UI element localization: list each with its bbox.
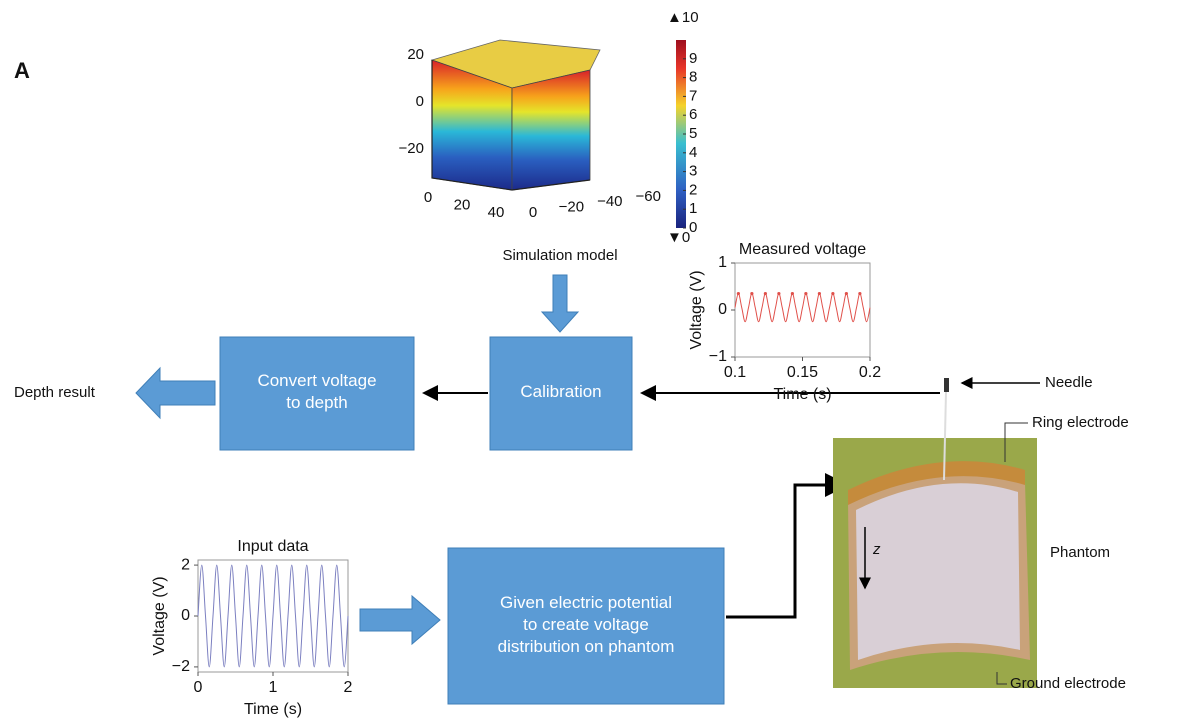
y-axis-label: Voltage (V) bbox=[688, 270, 705, 349]
tick-label: 40 bbox=[488, 204, 505, 221]
result-arrow bbox=[135, 366, 216, 420]
depth-result: Depth result bbox=[14, 384, 96, 401]
peak-marker bbox=[750, 291, 754, 296]
colorbar-label: 4 bbox=[689, 144, 697, 161]
peak-marker bbox=[831, 291, 835, 296]
y-tick-label: 0 bbox=[718, 301, 727, 318]
tick-label: −40 bbox=[597, 193, 622, 210]
colorbar bbox=[676, 40, 686, 228]
x-tick-label: 0.1 bbox=[724, 364, 746, 381]
peak-marker bbox=[844, 291, 848, 296]
colorbar-label: 7 bbox=[689, 87, 697, 104]
y-tick-label: 2 bbox=[181, 556, 190, 573]
needle-label: Needle bbox=[1045, 374, 1093, 391]
y-tick-label: 0 bbox=[181, 607, 190, 624]
ground-label: Ground electrode bbox=[1010, 675, 1126, 692]
pointer bbox=[996, 672, 1007, 685]
peak-marker bbox=[817, 291, 821, 296]
peak-marker bbox=[763, 291, 767, 296]
tick-label: 20 bbox=[407, 46, 424, 63]
x-tick-label: 1 bbox=[269, 679, 278, 696]
peak-marker bbox=[804, 291, 808, 296]
tick-label: −60 bbox=[635, 188, 660, 205]
y-axis-label: Voltage (V) bbox=[151, 576, 168, 655]
tick-label: 0 bbox=[424, 189, 432, 206]
colorbar-label: 1 bbox=[689, 200, 697, 217]
ring-label: Ring electrode bbox=[1032, 414, 1129, 431]
input-arrow bbox=[359, 594, 441, 646]
simulation-plot bbox=[430, 39, 601, 191]
phantom-photo bbox=[833, 378, 1037, 688]
tick-label: −20 bbox=[399, 140, 424, 157]
chart-title: Input data bbox=[237, 538, 308, 555]
z-label: z bbox=[872, 541, 881, 558]
series-line bbox=[734, 293, 871, 323]
peak-marker bbox=[790, 291, 794, 296]
colorbar-label: 0 bbox=[689, 219, 697, 236]
series-line bbox=[197, 564, 349, 668]
tick-label: 0 bbox=[529, 204, 537, 221]
x-tick-label: 0.2 bbox=[859, 364, 881, 381]
y-tick-label: −1 bbox=[709, 348, 727, 365]
phantom-label: Phantom bbox=[1050, 544, 1110, 561]
peak-marker bbox=[777, 291, 781, 296]
colorbar-label: 5 bbox=[689, 125, 697, 142]
y-tick-label: −2 bbox=[172, 658, 190, 675]
colorbar-end: ▼0 bbox=[667, 229, 690, 246]
convert-box: Convert voltage to depth bbox=[219, 336, 415, 451]
x-tick-label: 0 bbox=[194, 679, 203, 696]
colorbar-label: 3 bbox=[689, 163, 697, 180]
x-tick-label: 0.15 bbox=[787, 364, 818, 381]
x-axis-label: Time (s) bbox=[773, 386, 831, 403]
colorbar-label: 8 bbox=[689, 69, 697, 86]
caption: Simulation model bbox=[502, 247, 617, 264]
box-text: Calibration bbox=[520, 382, 601, 401]
chart-title: Measured voltage bbox=[739, 241, 866, 258]
panel-label: A bbox=[14, 58, 30, 83]
tick-label: 20 bbox=[454, 197, 471, 214]
colorbar-end: ▲10 bbox=[667, 9, 699, 26]
colorbar-label: 9 bbox=[689, 50, 697, 67]
tick-label: 0 bbox=[416, 93, 424, 110]
connector bbox=[726, 473, 849, 619]
tick-label: −20 bbox=[559, 199, 584, 216]
peak-marker bbox=[858, 291, 862, 296]
y-tick-label: 1 bbox=[718, 254, 727, 271]
pointer bbox=[1004, 422, 1028, 462]
x-tick-label: 2 bbox=[344, 679, 353, 696]
calibration-box: Calibration bbox=[489, 336, 633, 451]
down-arrow bbox=[540, 274, 580, 333]
colorbar-label: 2 bbox=[689, 181, 697, 198]
potential-box: Given electric potential to create voltag… bbox=[447, 547, 725, 705]
x-axis-label: Time (s) bbox=[244, 701, 302, 718]
box-text: Given electric potential to create voltag… bbox=[498, 593, 675, 656]
box-text: Convert voltage to depth bbox=[257, 371, 376, 412]
colorbar-label: 6 bbox=[689, 106, 697, 123]
peak-marker bbox=[736, 291, 740, 296]
